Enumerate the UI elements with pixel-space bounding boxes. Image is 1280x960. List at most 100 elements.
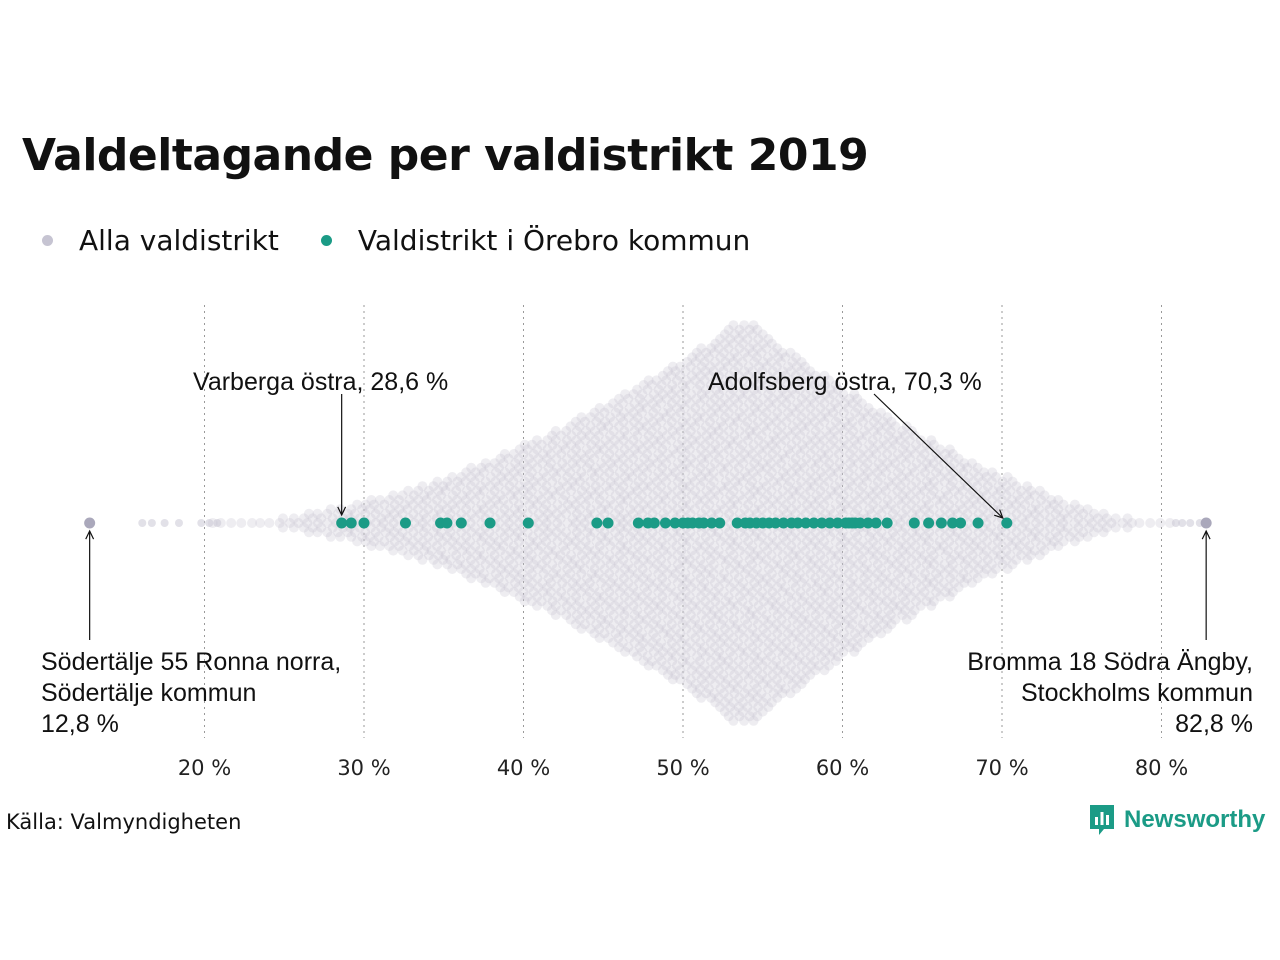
district-point xyxy=(325,504,336,515)
district-point xyxy=(642,439,653,450)
district-point xyxy=(801,554,812,565)
district-point xyxy=(723,591,734,602)
district-point xyxy=(732,416,743,427)
district-point xyxy=(1001,481,1012,492)
district-point xyxy=(526,485,537,496)
district-point xyxy=(880,485,891,496)
district-point xyxy=(820,545,831,556)
district-point xyxy=(533,545,544,556)
district-point xyxy=(700,366,711,377)
district-point xyxy=(878,416,889,427)
district-point xyxy=(656,453,667,464)
district-point xyxy=(596,458,607,469)
district-point xyxy=(867,435,878,446)
district-point xyxy=(696,527,707,538)
district-point xyxy=(839,435,850,446)
district-point xyxy=(742,472,753,482)
district-point xyxy=(804,614,815,625)
district-point xyxy=(747,393,758,404)
district-point xyxy=(790,472,801,482)
district-point xyxy=(835,614,846,625)
district-point xyxy=(868,610,879,620)
district-point xyxy=(890,614,901,625)
district-point xyxy=(838,628,849,639)
district-point xyxy=(638,481,649,492)
district-point xyxy=(1030,499,1041,510)
district-point xyxy=(670,384,681,395)
district-point xyxy=(614,430,625,441)
district-point xyxy=(732,499,743,510)
annotation-adolfsberg: Adolfsberg östra, 70,3 % xyxy=(708,368,982,396)
district-point xyxy=(690,357,701,367)
district-point xyxy=(880,550,891,561)
district-point xyxy=(671,375,682,386)
district-point xyxy=(394,504,405,515)
district-point xyxy=(638,573,649,584)
district-point xyxy=(715,619,726,630)
district-point xyxy=(791,462,802,473)
district-point xyxy=(819,416,830,427)
district-point xyxy=(555,550,566,561)
district-point xyxy=(653,393,664,404)
district-point xyxy=(757,329,768,340)
district-point xyxy=(634,577,645,588)
district-point xyxy=(541,554,552,565)
district-point xyxy=(1074,504,1085,515)
district-point xyxy=(756,485,767,496)
district-point xyxy=(622,495,633,505)
district-point xyxy=(706,656,717,666)
district-point xyxy=(1003,536,1014,547)
district-point xyxy=(883,430,894,441)
district-point xyxy=(658,545,669,556)
district-point xyxy=(389,527,400,538)
district-point xyxy=(642,550,653,561)
district-point xyxy=(748,485,759,496)
district-point xyxy=(634,531,645,542)
district-point xyxy=(593,430,604,441)
district-point xyxy=(562,435,573,446)
district-point xyxy=(427,536,438,547)
district-point xyxy=(700,449,711,459)
district-point xyxy=(752,692,763,703)
district-point xyxy=(524,499,535,510)
district-point xyxy=(777,485,788,496)
district-point xyxy=(945,573,956,584)
district-point xyxy=(890,577,901,588)
district-point xyxy=(806,495,817,505)
district-point xyxy=(844,476,855,487)
district-point xyxy=(729,366,740,377)
district-point xyxy=(796,458,807,469)
district-point xyxy=(843,614,854,625)
district-point xyxy=(861,559,872,570)
district-point xyxy=(751,527,762,538)
district-point xyxy=(648,407,659,418)
district-point xyxy=(1046,541,1057,551)
district-point xyxy=(763,637,774,648)
district-point xyxy=(752,545,763,556)
district-point xyxy=(327,513,338,524)
orebro-district-point xyxy=(441,517,453,529)
district-point xyxy=(780,582,791,593)
district-point xyxy=(734,407,745,418)
district-point xyxy=(892,513,903,524)
district-point xyxy=(713,527,724,538)
district-point xyxy=(844,412,855,423)
district-point xyxy=(772,407,783,418)
district-point xyxy=(1029,545,1040,556)
district-point xyxy=(844,559,855,570)
district-point xyxy=(939,559,950,570)
district-point xyxy=(782,527,793,538)
district-point xyxy=(747,366,758,377)
district-point xyxy=(825,550,836,561)
district-point xyxy=(718,366,729,377)
orebro-district-point xyxy=(591,517,603,529)
district-point xyxy=(872,485,883,496)
district-point xyxy=(605,541,616,551)
district-point xyxy=(600,499,611,510)
district-point xyxy=(792,656,803,666)
district-point xyxy=(957,550,968,561)
annotation-sodertalje: 12,8 % xyxy=(41,710,119,738)
district-point xyxy=(605,495,616,505)
district-point xyxy=(570,416,581,427)
district-point xyxy=(671,605,682,616)
